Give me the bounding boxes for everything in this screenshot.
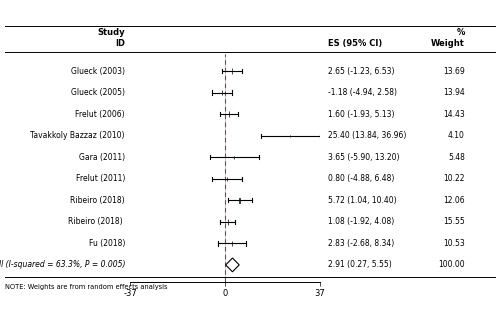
Text: Ribeiro (2018): Ribeiro (2018) <box>68 217 125 226</box>
Text: 100.00: 100.00 <box>438 260 465 269</box>
Text: 0.80 (-4.88, 6.48): 0.80 (-4.88, 6.48) <box>328 174 394 183</box>
Polygon shape <box>226 258 239 272</box>
Text: 1.60 (-1.93, 5.13): 1.60 (-1.93, 5.13) <box>328 110 394 119</box>
Text: Weight: Weight <box>431 39 465 48</box>
Text: 4.10: 4.10 <box>448 131 465 140</box>
Text: 10.53: 10.53 <box>444 239 465 248</box>
Text: 12.06: 12.06 <box>444 196 465 205</box>
Text: NOTE: Weights are from random effects analysis: NOTE: Weights are from random effects an… <box>5 284 168 290</box>
Text: Glueck (2005): Glueck (2005) <box>71 88 125 97</box>
Text: 13.94: 13.94 <box>444 88 465 97</box>
Text: Tavakkoly Bazzaz (2010): Tavakkoly Bazzaz (2010) <box>30 131 125 140</box>
Text: 25.40 (13.84, 36.96): 25.40 (13.84, 36.96) <box>328 131 406 140</box>
Text: 14.43: 14.43 <box>444 110 465 119</box>
Text: Study: Study <box>98 29 125 37</box>
Text: 2.83 (-2.68, 8.34): 2.83 (-2.68, 8.34) <box>328 239 394 248</box>
Text: Overall (I-squared = 63.3%, P = 0.005): Overall (I-squared = 63.3%, P = 0.005) <box>0 260 125 269</box>
Text: 5.48: 5.48 <box>448 153 465 162</box>
Text: Frelut (2011): Frelut (2011) <box>76 174 125 183</box>
Text: Ribeiro (2018): Ribeiro (2018) <box>70 196 125 205</box>
Text: %: % <box>456 29 465 37</box>
Text: 2.91 (0.27, 5.55): 2.91 (0.27, 5.55) <box>328 260 391 269</box>
Text: 1.08 (-1.92, 4.08): 1.08 (-1.92, 4.08) <box>328 217 394 226</box>
Text: -1.18 (-4.94, 2.58): -1.18 (-4.94, 2.58) <box>328 88 396 97</box>
Text: Gara (2011): Gara (2011) <box>79 153 125 162</box>
Text: 10.22: 10.22 <box>444 174 465 183</box>
Text: 15.55: 15.55 <box>444 217 465 226</box>
Text: Frelut (2006): Frelut (2006) <box>76 110 125 119</box>
Text: 13.69: 13.69 <box>444 67 465 76</box>
Text: 5.72 (1.04, 10.40): 5.72 (1.04, 10.40) <box>328 196 396 205</box>
Text: ID: ID <box>115 39 125 48</box>
Text: 2.65 (-1.23, 6.53): 2.65 (-1.23, 6.53) <box>328 67 394 76</box>
Text: 3.65 (-5.90, 13.20): 3.65 (-5.90, 13.20) <box>328 153 399 162</box>
Text: ES (95% CI): ES (95% CI) <box>328 39 382 48</box>
Text: Glueck (2003): Glueck (2003) <box>71 67 125 76</box>
Text: Fu (2018): Fu (2018) <box>88 239 125 248</box>
